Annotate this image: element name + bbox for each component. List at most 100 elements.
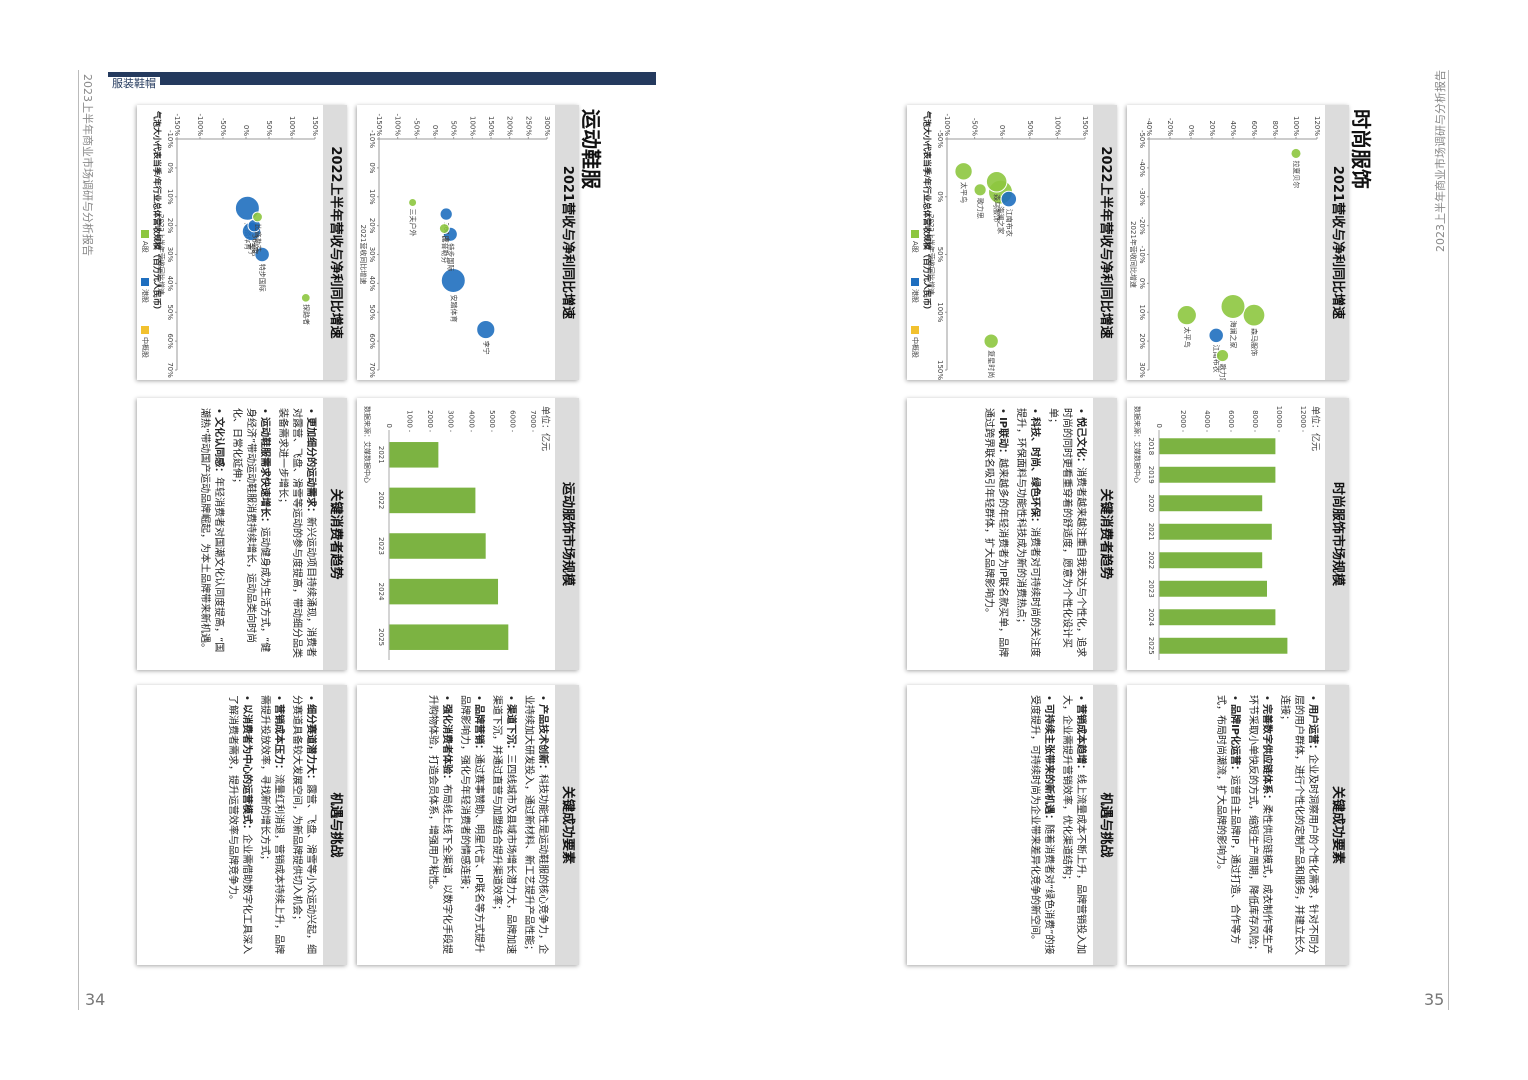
x-tick-label: 2022: [377, 491, 385, 509]
bullet-heading: 细分赛道潜力大：: [305, 704, 316, 785]
panel-title: 关键成功要素: [1325, 685, 1349, 965]
legend-swatch: [911, 326, 919, 334]
bullet-item: • 渠道下沉：三四线城市及县域市场增长潜力大，品牌加速渠道下沉，并通过直营与加盟…: [491, 695, 516, 955]
bar: [1159, 609, 1276, 626]
x-axis-title: 2022上半年营收同比增速: [157, 214, 166, 295]
bubble-label: 361度: [250, 234, 259, 254]
y-tick-label: 10000: [1275, 406, 1283, 428]
x-tick-label: 10%: [1138, 304, 1146, 320]
source: 数据来源：艾媒数据中心: [363, 406, 372, 483]
x-axis-title: 2021年营收同比增速: [1129, 221, 1138, 288]
bullet-heading: 完善数字供应链体系：: [1261, 704, 1272, 805]
y-tick-label: 5000: [488, 410, 496, 428]
x-tick-label: 70%: [166, 362, 174, 378]
bar: [389, 487, 476, 514]
bubble: [1290, 147, 1302, 159]
panel-title: 2022上半年营收与净利同比增速: [323, 105, 347, 380]
bubble-label: 海澜之家: [997, 206, 1006, 234]
bar: [1159, 552, 1263, 569]
bubble: [408, 198, 418, 208]
section-title: 运动鞋服: [579, 109, 603, 189]
bubble-label: 森马服饰: [993, 194, 1002, 222]
bullet-heading: 渠道下沉：: [505, 704, 516, 755]
x-tick-label: -30%: [1138, 188, 1146, 206]
y-tick-label: 6000: [1227, 410, 1235, 428]
y-tick-label: -100%: [394, 113, 402, 136]
y-tick-label: 1000: [406, 410, 414, 428]
bullet-heading: 用户运营：: [1307, 704, 1318, 755]
x-tick-label: 2024: [377, 583, 385, 601]
y-tick-label: 0%: [242, 125, 250, 136]
y-tick-label: 50%: [265, 120, 273, 136]
bullet-item: • 科技、时尚、绿色环保：消费者对可持续时尚的关注度提升，环保面料与功能性科技成…: [1015, 408, 1040, 658]
y-tick-label: 50%: [450, 120, 458, 136]
panel-title: 关键消费者趋势: [1093, 398, 1117, 670]
legend-swatch: [911, 230, 919, 238]
bubble: [1000, 190, 1018, 208]
y-tick-label: 250%: [524, 116, 532, 136]
legend-swatch: [911, 278, 919, 286]
x-tick-label: 0%: [368, 162, 376, 173]
y-tick-label: 20%: [1208, 120, 1216, 136]
x-tick-label: 30%: [1138, 362, 1146, 378]
x-tick-label: 2025: [377, 628, 385, 646]
y-tick-label: 2000: [426, 410, 434, 428]
bubble: [1176, 305, 1197, 326]
bullet-item: • 悦己文化：消费者越来越注重自我表达与个性化，追求时尚的同时更看重穿着的舒适度…: [1047, 408, 1086, 658]
legend-label: A股: [141, 241, 149, 253]
y-tick-label: 8000: [1251, 410, 1259, 428]
bullet-item: • 品牌IP化运营：运营自主品牌IP，通过打造、合作等方式，布局时尚潮流，扩大品…: [1215, 695, 1240, 945]
bar: [1159, 580, 1267, 597]
bullet-heading: 悦己文化：: [1075, 417, 1086, 468]
y-tick-label: 100%: [1053, 116, 1061, 136]
x-tick-label: 30%: [166, 247, 174, 263]
x-tick-label: 20%: [1138, 333, 1146, 349]
bar-chart: 单位：亿元 0 2000 4000 6000 8000 10000 12000 2018 2019…: [1133, 406, 1322, 660]
source: 数据来源：艾媒数据中心: [1133, 406, 1142, 483]
note: 气泡大小代表当季/年行业总体营收规模（百万元人民币）: [923, 110, 933, 314]
y-tick-label: 50%: [1026, 120, 1034, 136]
x-tick-label: 60%: [166, 333, 174, 349]
y-tick-label: 80%: [1271, 120, 1279, 136]
x-tick-label: 40%: [368, 276, 376, 292]
y-tick-label: 2000: [1179, 410, 1187, 428]
running-title: 2023上半年商业市场调研与分析报告: [81, 74, 94, 256]
bar: [389, 442, 439, 468]
bubble-label: 歌力思: [1219, 364, 1228, 380]
scatter-chart: -150% -100% -50% 0% 50% 100% 150% -10% 0% 10% 20% 3…: [141, 110, 319, 378]
y-tick-label: 100%: [1292, 116, 1300, 136]
bubble-label: 拉夏贝尔: [1292, 160, 1301, 188]
x-tick-label: 2021: [377, 446, 385, 464]
bullet-item: • 文化认同感：年轻消费者对国潮文化认同度提高，“国潮热”带动国产运动品牌崛起，…: [199, 408, 224, 654]
y-tick-label: 150%: [1081, 116, 1089, 136]
x-tick-label: 40%: [166, 276, 174, 292]
panel-title: 机遇与挑战: [323, 685, 347, 965]
panel: 机遇与挑战 • 细分赛道潜力大：露营、飞盘、滑雪等小众运动兴起，细分赛道具备较大发…: [137, 685, 347, 965]
panel: 2022上半年营收与净利同比增速 -100% -50% 0% 50% 100% 150% -5…: [907, 105, 1117, 380]
bubble: [1220, 293, 1246, 319]
bullet-item: • 完善数字供应链体系：柔性供应链模式，成衣制作等生产环节采取小单快反的方式，缩…: [1247, 695, 1272, 955]
x-axis-title: 2022上半年营收同比增速: [927, 214, 936, 295]
y-tick-label: 0: [1155, 424, 1163, 428]
x-tick-label: 2022: [1147, 551, 1155, 569]
panel-title: 时尚服饰市场规模: [1325, 398, 1349, 670]
x-tick-label: 20%: [368, 218, 376, 234]
x-tick-label: -10%: [1138, 245, 1146, 263]
bullet-list: • 产品技术创新：科技功能性是运动鞋服的核心竞争力，企业持续加大研发投入，通过新…: [415, 685, 555, 965]
legend-swatch: [141, 230, 149, 238]
bubble: [1242, 303, 1266, 327]
x-tick-label: 100%: [936, 302, 944, 322]
panel: 2022上半年营收与净利同比增速 -150% -100% -50% 0% 50% 100% 1…: [137, 105, 347, 380]
header-text: 服装鞋帽: [108, 77, 160, 90]
y-tick-label: 3000: [447, 410, 455, 428]
panel: 关键成功要素 • 产品技术创新：科技功能性是运动鞋服的核心竞争力，企业持续加大研发…: [357, 685, 579, 965]
x-tick-label: -50%: [1138, 130, 1146, 148]
y-tick-label: -20%: [1166, 118, 1174, 136]
legend-label: 中概股: [141, 337, 150, 358]
bullet-heading: 营销成本趋增：: [1075, 704, 1086, 775]
bubble: [438, 223, 450, 234]
bar: [1159, 637, 1288, 654]
x-tick-label: 50%: [166, 304, 174, 320]
bullet-item: • 产品技术创新：科技功能性是运动鞋服的核心竞争力，企业持续加大研发投入，通过新…: [523, 695, 548, 955]
y-tick-label: 4000: [1203, 410, 1211, 428]
